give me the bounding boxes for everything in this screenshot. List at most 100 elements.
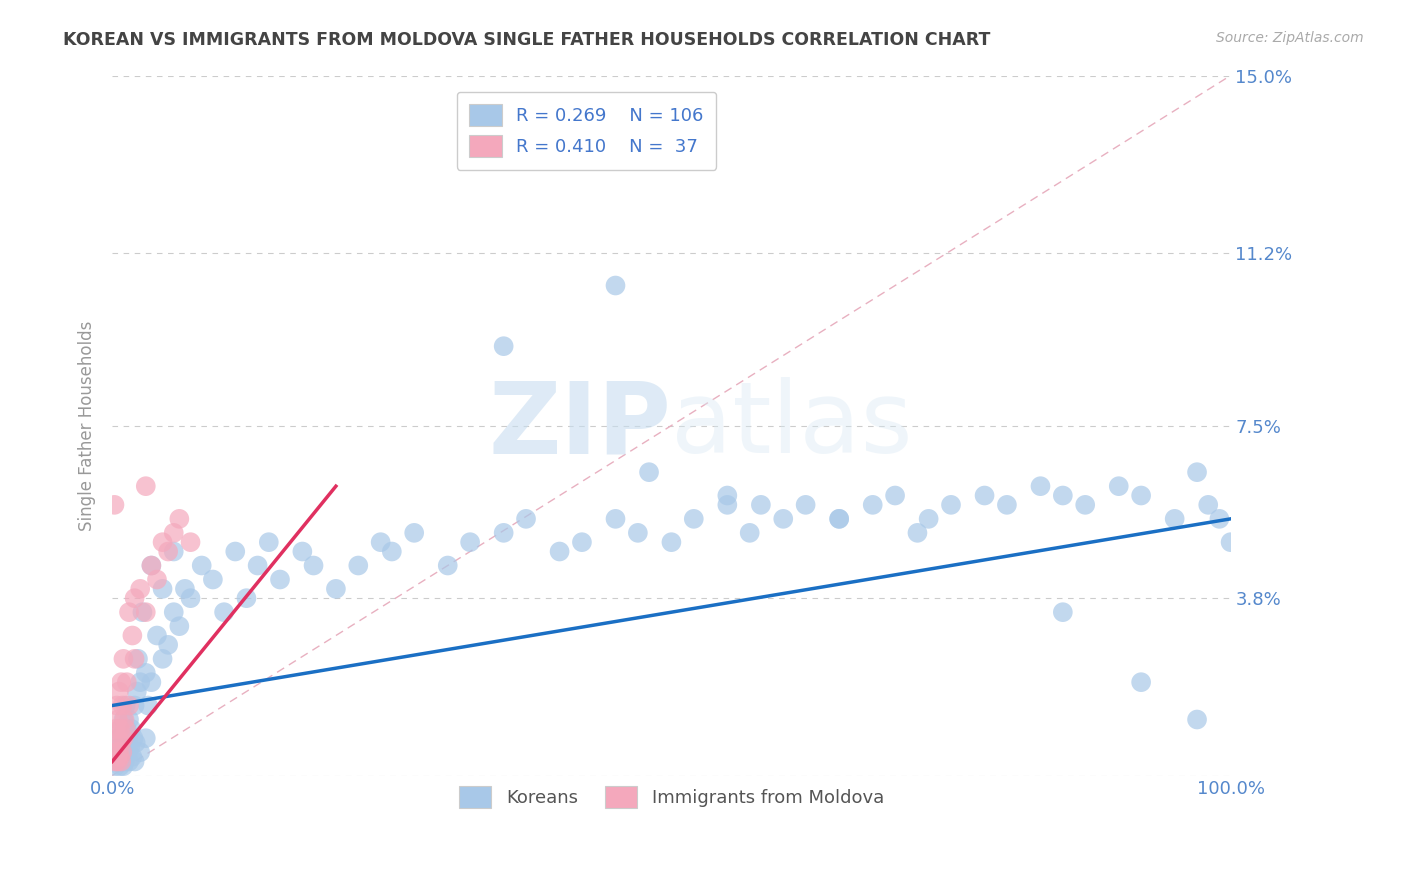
Text: ZIP: ZIP [488,377,672,474]
Point [201,573,224,587]
Point [638,465,661,479]
Point [108,722,131,736]
Point [120,740,142,755]
Point [122,731,145,746]
Point [120,722,142,736]
Point [118,605,141,619]
Point [190,558,212,573]
Point [1108,479,1130,493]
Point [1130,489,1153,503]
Point [749,498,772,512]
Point [115,675,138,690]
Point [108,745,131,759]
Point [111,745,134,759]
Point [347,558,370,573]
Point [108,759,131,773]
Point [110,755,132,769]
Point [118,713,141,727]
Point [107,731,129,746]
Point [246,558,269,573]
Point [107,755,129,769]
Point [129,582,152,596]
Point [492,525,515,540]
Point [163,605,186,619]
Point [107,749,129,764]
Point [135,665,157,680]
Point [129,675,152,690]
Point [124,755,146,769]
Point [1197,498,1219,512]
Point [131,605,153,619]
Point [458,535,481,549]
Point [661,535,683,549]
Point [828,512,851,526]
Point [114,755,136,769]
Point [381,544,404,558]
Point [1052,605,1074,619]
Point [682,512,704,526]
Point [1208,512,1230,526]
Point [1185,465,1208,479]
Point [1219,535,1241,549]
Point [163,544,186,558]
Point [973,489,995,503]
Point [114,713,136,727]
Point [114,749,136,764]
Point [136,698,159,713]
Point [107,745,129,759]
Point [146,573,169,587]
Point [302,558,325,573]
Point [104,722,127,736]
Point [112,759,135,773]
Point [108,755,131,769]
Point [548,544,571,558]
Point [125,736,148,750]
Point [157,638,180,652]
Point [571,535,593,549]
Point [135,605,157,619]
Point [111,698,134,713]
Point [108,745,131,759]
Point [738,525,761,540]
Point [110,736,132,750]
Point [180,535,202,549]
Point [112,713,135,727]
Point [1163,512,1185,526]
Point [169,512,191,526]
Point [135,479,157,493]
Point [1052,489,1074,503]
Point [257,535,280,549]
Point [1029,479,1052,493]
Point [627,525,650,540]
Legend: Koreans, Immigrants from Moldova: Koreans, Immigrants from Moldova [451,779,891,815]
Point [828,512,851,526]
Point [291,544,314,558]
Point [995,498,1018,512]
Point [605,512,627,526]
Point [163,525,186,540]
Point [235,591,257,606]
Point [108,684,131,698]
Point [105,755,128,769]
Point [716,498,738,512]
Point [141,558,163,573]
Point [907,525,929,540]
Point [114,722,136,736]
Point [515,512,537,526]
Point [152,652,174,666]
Point [104,759,127,773]
Point [112,745,135,759]
Point [605,278,627,293]
Point [117,731,139,746]
Point [110,722,132,736]
Point [180,591,202,606]
Point [124,591,146,606]
Point [103,498,125,512]
Point [110,675,132,690]
Point [108,731,131,746]
Point [114,698,136,713]
Point [1185,713,1208,727]
Point [174,582,197,596]
Point [862,498,884,512]
Point [224,544,246,558]
